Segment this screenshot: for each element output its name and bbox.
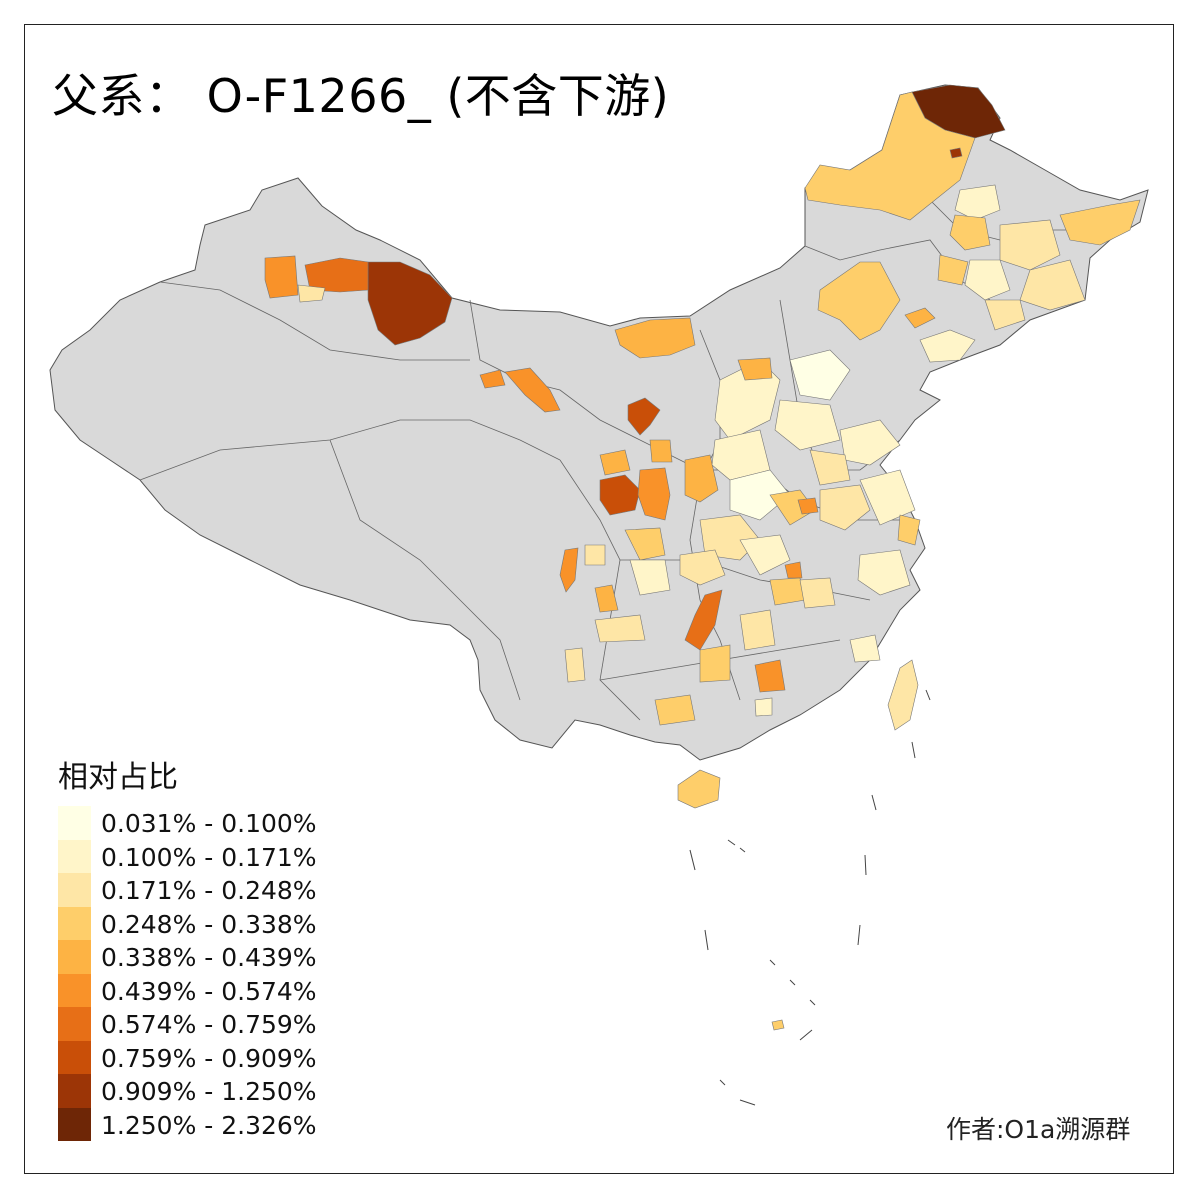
legend-swatch xyxy=(58,873,91,907)
legend-label: 0.439% - 0.574% xyxy=(101,976,317,1006)
region-guizhou-2 xyxy=(699,644,731,683)
region-yulin xyxy=(627,397,661,436)
region-hebei-2 xyxy=(774,399,841,451)
legend-label: 0.759% - 0.909% xyxy=(101,1043,317,1073)
region-jiangsu-1 xyxy=(859,469,916,526)
legend-label: 0.031% - 0.100% xyxy=(101,809,317,838)
legend-label: 0.100% - 0.171% xyxy=(101,842,317,872)
region-hlj-4 xyxy=(1059,199,1141,246)
region-alxa xyxy=(614,317,696,359)
region-hlj-1 xyxy=(954,184,1001,221)
region-hunan-2 xyxy=(769,577,806,606)
region-hebei-1 xyxy=(789,349,851,401)
region-anhui-1 xyxy=(819,484,871,531)
region-island-south xyxy=(771,1019,785,1031)
region-chifeng xyxy=(904,307,936,329)
region-dot-ne xyxy=(949,147,963,159)
region-guangdong-1 xyxy=(754,659,786,693)
region-chongqing-2 xyxy=(624,527,666,561)
legend-label: 0.909% - 1.250% xyxy=(101,1077,317,1106)
colored-regions xyxy=(264,84,1141,1031)
region-shanxi-2 xyxy=(737,357,773,381)
region-altay xyxy=(367,261,453,346)
south-china-sea-lines xyxy=(689,689,931,1106)
region-hunan-dot xyxy=(784,561,803,579)
region-guangdong-2 xyxy=(754,697,773,717)
region-liaoning xyxy=(919,329,976,363)
region-karamay xyxy=(297,284,326,303)
region-aba xyxy=(559,547,579,593)
region-liangshan xyxy=(594,584,619,613)
region-pingliang xyxy=(599,449,631,476)
legend-label: 0.248% - 0.338% xyxy=(101,909,317,939)
region-gannan xyxy=(599,474,641,516)
region-hainan xyxy=(677,769,721,809)
region-hlj-3 xyxy=(999,219,1061,271)
region-fujian xyxy=(849,634,881,663)
region-yanan xyxy=(684,454,719,503)
region-jl-1 xyxy=(964,259,1011,301)
legend-swatch xyxy=(58,906,91,940)
region-ganzi xyxy=(584,544,606,566)
legend-swatch xyxy=(58,1007,91,1041)
map-title: 父系： O-F1266_ (不含下游) xyxy=(52,69,670,123)
region-jiangxi xyxy=(799,577,836,609)
region-shandong-2 xyxy=(809,449,851,486)
legend-label: 0.574% - 0.759% xyxy=(101,1010,317,1039)
region-longnan xyxy=(637,467,671,521)
region-sichuan-1 xyxy=(629,559,671,596)
region-taiwan xyxy=(887,659,919,731)
region-zhejiang xyxy=(857,549,911,596)
region-henan-1 xyxy=(729,469,791,521)
region-jl-3 xyxy=(984,299,1026,331)
region-jiuquan xyxy=(479,369,506,389)
region-guizhou-1 xyxy=(594,614,646,643)
legend-swatch xyxy=(58,940,91,974)
region-tianshui xyxy=(649,439,673,463)
region-jl-2 xyxy=(937,254,969,286)
region-bortala xyxy=(264,255,299,299)
legend-swatch xyxy=(58,806,91,840)
legend-label: 0.338% - 0.439% xyxy=(101,943,317,972)
region-guangxi-1 xyxy=(654,694,696,726)
region-hubei-2 xyxy=(739,534,791,576)
region-hunan-1 xyxy=(739,609,776,651)
region-zhangye xyxy=(504,367,561,413)
country-base xyxy=(49,84,1149,761)
legend-swatch xyxy=(58,1074,91,1108)
legend-label: 1.250% - 2.326% xyxy=(101,1110,317,1140)
legend-swatch xyxy=(58,1040,91,1074)
legend-swatch xyxy=(58,1107,91,1141)
region-hulunbuir xyxy=(804,91,976,221)
region-hlj-2 xyxy=(949,214,991,251)
legend-title: 相对占比 xyxy=(58,760,178,795)
region-hlj-5 xyxy=(1019,259,1086,311)
legend-label: 0.171% - 0.248% xyxy=(101,876,317,905)
author-credit: 作者:O1a溯源群 xyxy=(946,1115,1131,1144)
legend-swatch xyxy=(58,839,91,873)
region-jiangsu-2 xyxy=(897,514,921,546)
region-chongqing-1 xyxy=(679,549,726,586)
region-henan-3 xyxy=(797,497,819,515)
region-xilin xyxy=(817,261,901,341)
legend-swatch xyxy=(58,973,91,1007)
region-yunnan-1 xyxy=(564,647,586,683)
